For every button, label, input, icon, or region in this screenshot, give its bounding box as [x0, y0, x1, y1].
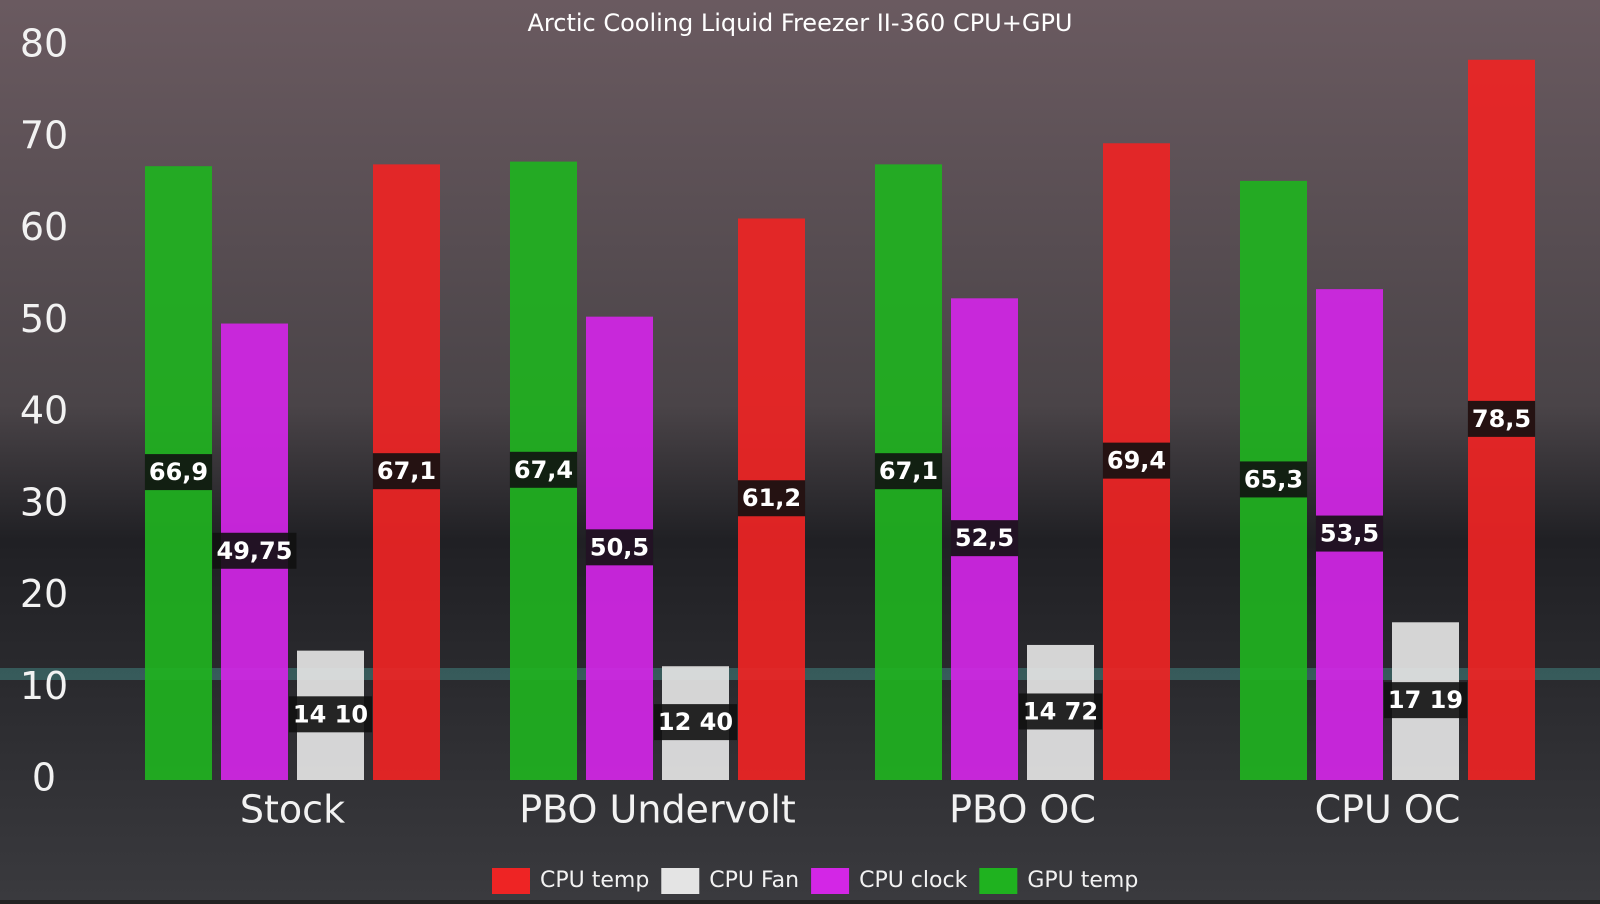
value-label: 67,1	[377, 457, 436, 485]
value-label: 17 19	[1388, 686, 1463, 714]
value-label-box	[144, 454, 213, 491]
value-label: 14 10	[293, 700, 368, 728]
value-label-box	[1102, 442, 1171, 479]
value-label-box	[1018, 693, 1103, 730]
y-tick-label: 80	[20, 22, 68, 66]
value-label: 69,4	[1107, 447, 1166, 475]
value-label-box	[653, 704, 738, 741]
value-label: 61,2	[742, 484, 801, 512]
value-label: 53,5	[1320, 520, 1379, 548]
legend-label: CPU Fan	[709, 868, 799, 893]
x-tick-label: Stock	[240, 788, 345, 832]
y-tick-label: 0	[32, 756, 56, 800]
value-label: 67,4	[514, 456, 573, 484]
value-label: 67,1	[879, 457, 938, 485]
value-label: 50,5	[590, 533, 649, 561]
legend-label: GPU temp	[1027, 868, 1138, 893]
x-tick-label: PBO Undervolt	[519, 788, 796, 832]
value-label-box	[585, 529, 654, 566]
x-tick-label: CPU OC	[1315, 788, 1461, 832]
y-tick-label: 40	[20, 389, 68, 433]
y-tick-label: 10	[20, 664, 68, 708]
value-label: 49,75	[217, 537, 293, 565]
value-label-box	[509, 451, 578, 488]
legend-label: CPU clock	[859, 868, 967, 893]
legend-swatch	[661, 868, 700, 894]
legend-swatch	[492, 868, 530, 894]
value-label-box	[874, 453, 943, 490]
value-label: 52,5	[955, 524, 1014, 552]
y-tick-label: 30	[20, 480, 68, 524]
value-label-box	[288, 696, 373, 733]
y-tick-label: 60	[20, 205, 68, 249]
y-tick-label: 50	[20, 297, 68, 341]
value-label: 14 72	[1023, 697, 1098, 725]
legend-swatch	[811, 868, 850, 894]
y-tick-label: 70	[20, 113, 68, 157]
legend-swatch	[979, 868, 1018, 894]
value-label-box	[950, 520, 1019, 557]
value-label-box	[1315, 515, 1384, 552]
value-label-box	[212, 532, 297, 569]
value-label: 65,3	[1244, 465, 1303, 493]
value-label-box	[1383, 682, 1468, 719]
x-tick-label: PBO OC	[949, 788, 1096, 832]
value-label: 12 40	[658, 708, 733, 736]
value-label-box	[737, 480, 806, 517]
value-label-box	[1467, 400, 1536, 437]
value-label: 66,9	[149, 458, 208, 486]
chart-title: Arctic Cooling Liquid Freezer II-360 CPU…	[528, 9, 1073, 37]
y-tick-label: 20	[20, 572, 68, 616]
legend-label: CPU temp	[540, 868, 649, 893]
legend: CPU temp CPU Fan CPU clock GPU temp	[492, 868, 1138, 894]
value-label-box	[372, 453, 441, 490]
value-label: 78,5	[1472, 405, 1531, 433]
value-label-box	[1239, 461, 1308, 498]
